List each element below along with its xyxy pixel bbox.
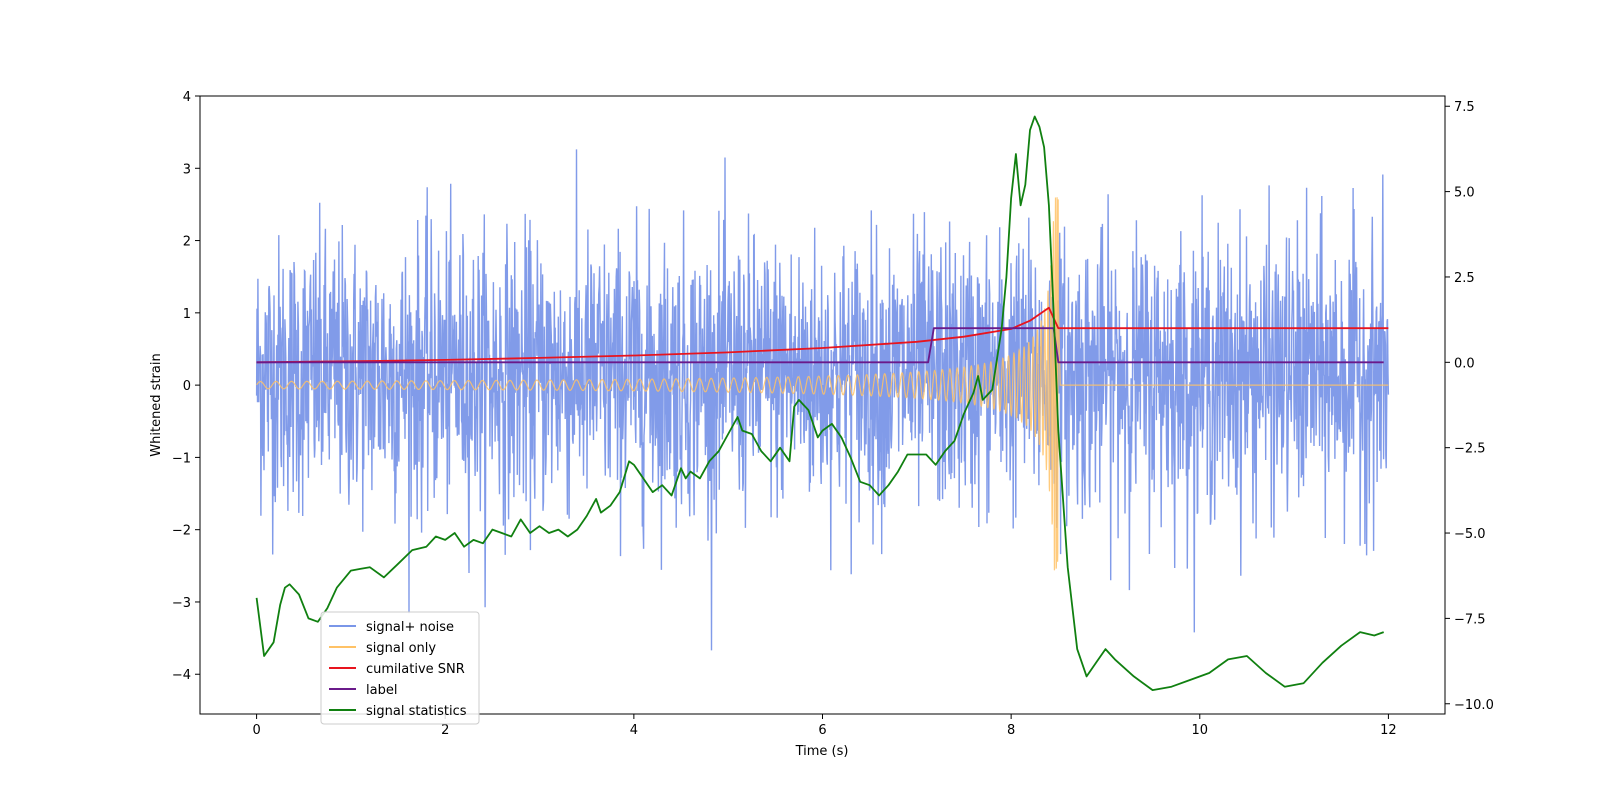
y-tick-label: 3 <box>183 162 191 177</box>
y-tick-label: 1 <box>183 307 191 322</box>
x-axis: 0 2 4 6 8 10 12 <box>252 714 1397 738</box>
y-axis-label: Whitened strain <box>149 353 164 456</box>
x-tick-label: 10 <box>1191 723 1208 738</box>
legend-box <box>320 611 480 725</box>
y-axis-left: 4 3 2 1 0 −1 −2 −3 −4 <box>172 90 200 683</box>
y2-tick-label: 0.0 <box>1454 356 1475 371</box>
legend-label-signal-noise: signal+ noise <box>366 620 454 635</box>
x-tick-label: 4 <box>630 723 638 738</box>
series-layer <box>255 115 1390 691</box>
y2-tick-label: 2.5 <box>1454 271 1475 286</box>
x-tick-label: 0 <box>252 723 260 738</box>
y-tick-label: −3 <box>172 596 191 611</box>
y-tick-label: 4 <box>183 90 191 105</box>
y-tick-label: 0 <box>183 379 191 394</box>
x-tick-label: 2 <box>441 723 449 738</box>
x-axis-label: Time (s) <box>795 744 849 759</box>
y2-tick-label: −7.5 <box>1454 612 1486 627</box>
y2-tick-label: −2.5 <box>1454 442 1486 457</box>
series-cumilative-snr-line <box>256 306 1389 364</box>
legend-label-signal-only: signal only <box>366 641 436 656</box>
legend-label-cumilative-snr: cumilative SNR <box>366 662 465 677</box>
x-tick-label: 6 <box>818 723 826 738</box>
y2-tick-label: −10.0 <box>1454 698 1494 713</box>
series-signal-statistics-line <box>255 115 1385 691</box>
y-tick-label: −1 <box>172 451 191 466</box>
x-tick-label: 8 <box>1007 723 1015 738</box>
y-axis-right: 7.5 5.0 2.5 0.0 −2.5 −5.0 −7.5 −10.0 <box>1445 100 1494 713</box>
y2-tick-label: −5.0 <box>1454 527 1486 542</box>
series-label-line <box>256 327 1384 364</box>
legend-label-label: label <box>366 683 397 698</box>
legend: signal+ noise signal only cumilative SNR la… <box>320 611 480 725</box>
y-tick-label: −2 <box>172 524 191 539</box>
legend-label-signal-statistics: signal statistics <box>366 704 467 719</box>
y2-tick-label: 7.5 <box>1454 100 1475 115</box>
y-tick-label: 2 <box>183 235 191 250</box>
x-tick-label: 12 <box>1380 723 1397 738</box>
series-signal-noise-line <box>255 149 1390 651</box>
series-signal-only-line <box>256 197 1389 571</box>
y-tick-label: −4 <box>172 668 191 683</box>
y2-tick-label: 5.0 <box>1454 186 1475 201</box>
